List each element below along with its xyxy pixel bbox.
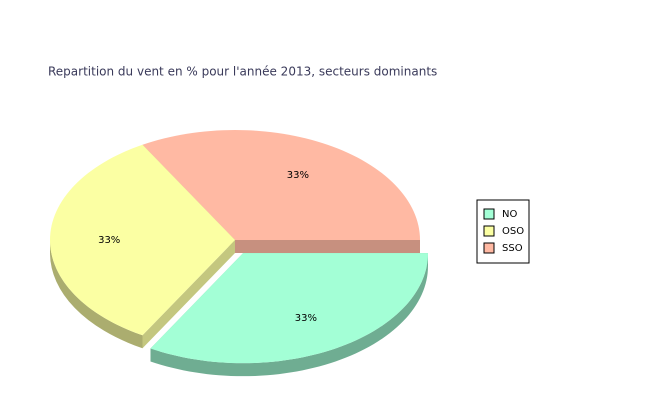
legend-swatch: [483, 208, 495, 220]
slice: [142, 130, 420, 240]
data-label: 33%: [295, 313, 317, 324]
slice: [50, 144, 235, 336]
slice-wall: [142, 240, 235, 349]
slice-side: [150, 253, 428, 377]
legend-label: OSO: [502, 226, 524, 237]
slice-wall: [235, 240, 420, 253]
data-label: 33%: [287, 170, 309, 181]
legend-swatch: [483, 225, 495, 237]
chart-title: Repartition du vent en % pour l'année 20…: [48, 65, 437, 79]
slice: [150, 253, 428, 364]
legend-label: SSO: [502, 243, 523, 254]
legend-label: NO: [502, 209, 517, 220]
slice-side: [50, 240, 143, 349]
legend-swatch: [483, 242, 495, 254]
data-label: 33%: [98, 235, 120, 246]
